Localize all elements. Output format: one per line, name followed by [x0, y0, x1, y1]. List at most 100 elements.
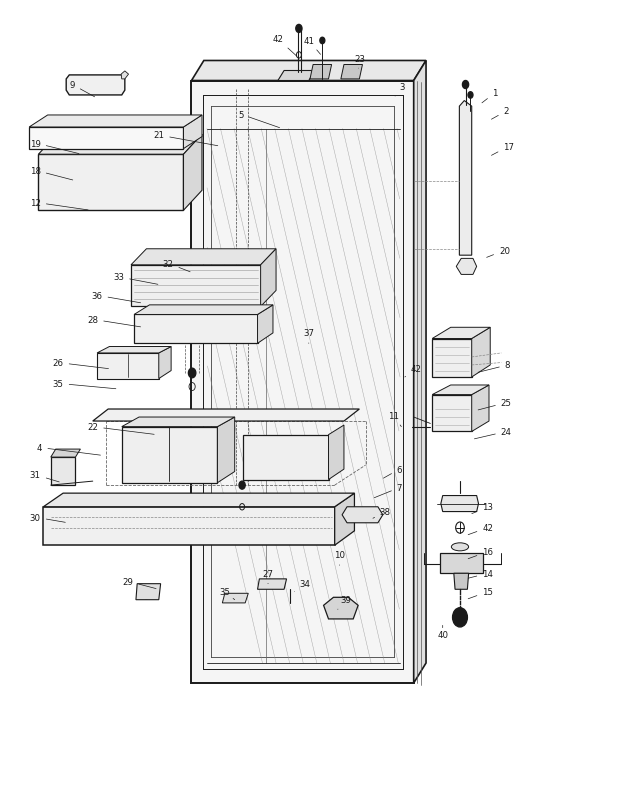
Text: 29: 29	[123, 577, 156, 589]
Ellipse shape	[126, 195, 143, 207]
Circle shape	[188, 369, 196, 378]
Polygon shape	[260, 250, 276, 307]
Polygon shape	[432, 339, 472, 377]
Text: 17: 17	[492, 143, 514, 156]
Circle shape	[115, 138, 120, 145]
Polygon shape	[122, 418, 235, 427]
Polygon shape	[257, 305, 273, 344]
Ellipse shape	[101, 195, 117, 207]
Text: 27: 27	[262, 569, 273, 584]
Circle shape	[468, 92, 473, 99]
Text: 31: 31	[30, 471, 60, 483]
Polygon shape	[192, 81, 414, 683]
Text: 15: 15	[468, 588, 494, 599]
Polygon shape	[134, 305, 273, 315]
Text: 6: 6	[383, 465, 402, 479]
Text: 8: 8	[478, 361, 510, 373]
Polygon shape	[66, 75, 125, 96]
Text: 3: 3	[395, 84, 405, 97]
Text: 5: 5	[238, 111, 280, 128]
Text: 34: 34	[294, 580, 311, 592]
Text: 42: 42	[468, 524, 494, 535]
Text: 42: 42	[405, 365, 422, 377]
Polygon shape	[122, 427, 218, 483]
Text: 1: 1	[482, 89, 498, 104]
Polygon shape	[454, 573, 469, 589]
Polygon shape	[159, 347, 171, 379]
Polygon shape	[257, 579, 286, 589]
Text: 25: 25	[478, 398, 512, 410]
Polygon shape	[38, 155, 184, 211]
Ellipse shape	[49, 177, 65, 190]
Polygon shape	[432, 385, 489, 395]
Text: 19: 19	[30, 140, 79, 154]
Polygon shape	[93, 410, 360, 422]
Polygon shape	[432, 395, 472, 432]
Polygon shape	[97, 353, 159, 379]
Text: 23: 23	[354, 55, 365, 69]
Text: eReplacementParts.com: eReplacementParts.com	[247, 397, 373, 406]
Text: 30: 30	[30, 513, 65, 523]
Ellipse shape	[101, 177, 117, 190]
Polygon shape	[342, 507, 383, 523]
Polygon shape	[51, 458, 76, 486]
Ellipse shape	[75, 177, 91, 190]
Polygon shape	[335, 494, 355, 545]
Polygon shape	[192, 61, 426, 81]
Polygon shape	[97, 347, 171, 353]
Text: 2: 2	[492, 108, 509, 120]
Text: 40: 40	[437, 626, 448, 640]
Circle shape	[148, 130, 153, 137]
Polygon shape	[310, 65, 332, 79]
Polygon shape	[131, 250, 276, 266]
Circle shape	[51, 138, 56, 145]
Ellipse shape	[153, 195, 169, 207]
Text: 42: 42	[272, 35, 297, 57]
Polygon shape	[184, 135, 202, 211]
Polygon shape	[136, 584, 161, 600]
Polygon shape	[51, 450, 81, 458]
Text: 37: 37	[303, 329, 314, 344]
Polygon shape	[440, 553, 483, 573]
Text: 35: 35	[219, 588, 235, 600]
Text: 26: 26	[53, 359, 108, 369]
Text: 24: 24	[474, 427, 512, 439]
Polygon shape	[134, 315, 257, 344]
Ellipse shape	[75, 195, 91, 207]
Text: 9: 9	[69, 81, 95, 98]
Polygon shape	[278, 71, 315, 81]
Text: 36: 36	[92, 291, 141, 304]
Polygon shape	[472, 385, 489, 432]
Text: 4: 4	[37, 443, 100, 455]
Text: 20: 20	[487, 247, 510, 258]
Ellipse shape	[49, 195, 65, 207]
Text: 18: 18	[30, 166, 73, 181]
Polygon shape	[131, 266, 260, 307]
Polygon shape	[441, 496, 479, 512]
Circle shape	[335, 557, 341, 565]
Polygon shape	[459, 101, 472, 256]
Text: 11: 11	[388, 411, 401, 427]
Polygon shape	[43, 494, 355, 507]
Circle shape	[239, 482, 245, 490]
Ellipse shape	[126, 177, 143, 190]
Text: 33: 33	[113, 273, 158, 285]
Ellipse shape	[451, 543, 469, 551]
Text: 38: 38	[373, 507, 391, 519]
Polygon shape	[218, 418, 235, 483]
Polygon shape	[341, 65, 363, 79]
Polygon shape	[432, 328, 490, 339]
Text: 35: 35	[53, 379, 116, 389]
Text: 10: 10	[334, 551, 345, 565]
Polygon shape	[29, 116, 202, 128]
Ellipse shape	[153, 177, 169, 190]
Text: 22: 22	[87, 422, 154, 434]
Polygon shape	[223, 593, 248, 603]
Circle shape	[463, 81, 469, 89]
Circle shape	[148, 138, 153, 145]
Polygon shape	[43, 507, 335, 545]
Text: 21: 21	[153, 132, 218, 146]
Polygon shape	[243, 435, 329, 480]
Text: 41: 41	[303, 37, 321, 55]
Text: 39: 39	[338, 596, 352, 609]
